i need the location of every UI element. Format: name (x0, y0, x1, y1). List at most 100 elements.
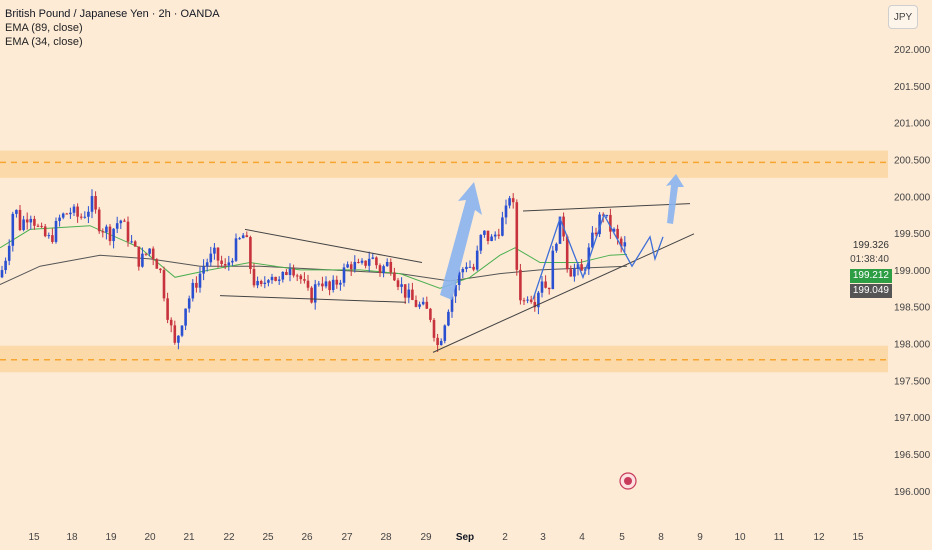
x-tick-label: 5 (619, 532, 625, 543)
ema-34-label[interactable]: EMA (34, close) (5, 36, 83, 48)
candle-body (166, 298, 169, 320)
candles-layer (0, 189, 627, 352)
bullish-arrow-2 (666, 174, 684, 224)
candle-body (367, 258, 371, 266)
candle-body (202, 266, 205, 274)
candle-body (288, 268, 292, 275)
candle-body (353, 261, 357, 270)
candle-body (418, 304, 421, 307)
candle-body (47, 235, 51, 237)
candle-body (533, 302, 537, 308)
candle-body (115, 223, 119, 229)
resistance-zone (0, 150, 888, 178)
candle-body (18, 209, 22, 231)
symbol-title[interactable]: British Pound / Japanese Yen · 2h · OAND… (5, 8, 220, 20)
candle-body (439, 340, 443, 346)
candle-body (112, 228, 115, 242)
countdown-tag: 01:38:40 (847, 253, 892, 267)
candle-body (400, 284, 403, 287)
candle-body (515, 202, 519, 270)
candle-body (623, 242, 627, 247)
candle-body (382, 266, 385, 274)
ema-89-label[interactable]: EMA (89, close) (5, 22, 83, 34)
candle-body (591, 232, 594, 248)
candle-body (7, 245, 11, 261)
candle-body (486, 230, 490, 242)
x-tick-label: Sep (456, 532, 474, 543)
candle-body (209, 253, 213, 263)
candle-body (241, 235, 245, 239)
candle-body (137, 246, 141, 267)
candle-body (105, 226, 108, 233)
candle-body (299, 275, 303, 280)
candle-body (468, 266, 472, 268)
x-tick-label: 25 (262, 532, 274, 543)
upper-wedge-line (244, 228, 423, 264)
ema-fast-price-tag: 199.212 (849, 269, 892, 283)
candle-body (357, 261, 360, 263)
candle-body (97, 209, 101, 232)
candle-body (108, 226, 112, 242)
x-tick-label: 27 (341, 532, 353, 543)
candle-body (173, 325, 177, 343)
candle-body (569, 269, 573, 277)
candle-body (303, 279, 306, 281)
candle-body (126, 221, 130, 242)
candle-body (144, 253, 148, 255)
y-tick-label: 198.000 (894, 340, 931, 351)
currency-button[interactable]: JPY (888, 5, 918, 29)
ema-layer (0, 225, 628, 289)
candle-body (547, 287, 551, 290)
candle-body (490, 236, 493, 242)
candle-body (227, 262, 231, 266)
candle-body (483, 230, 486, 235)
candle-body (454, 284, 457, 297)
candle-body (519, 269, 522, 301)
y-tick-label: 196.500 (894, 450, 931, 461)
candle-body (555, 243, 558, 251)
candle-body (346, 264, 349, 268)
x-tick-label: 26 (301, 532, 313, 543)
candle-body (375, 257, 378, 266)
x-tick-label: 29 (420, 532, 432, 543)
x-tick-label: 8 (658, 532, 664, 543)
candle-body (313, 284, 317, 303)
candle-body (551, 250, 555, 290)
candle-body (465, 266, 468, 270)
candle-body (90, 196, 94, 212)
candle-body (349, 264, 353, 270)
triangle-top-line (522, 203, 691, 212)
x-tick-label: 21 (183, 532, 195, 543)
candle-body (565, 236, 569, 270)
candle-body (76, 206, 79, 217)
bullish-arrow-1 (440, 182, 482, 300)
candle-body (270, 276, 274, 281)
x-tick-label: 10 (734, 532, 746, 543)
candle-body (421, 301, 425, 305)
x-tick-label: 22 (223, 532, 235, 543)
candle-body (407, 289, 411, 298)
candle-body (393, 272, 396, 281)
candle-body (87, 211, 90, 217)
candle-body (522, 300, 526, 302)
y-tick-label: 201.500 (894, 82, 931, 93)
candle-body (508, 198, 511, 206)
y-tick-label: 197.500 (894, 376, 931, 387)
candle-body (457, 272, 461, 285)
candle-body (159, 268, 162, 271)
candle-body (274, 276, 277, 281)
candle-body (187, 298, 191, 309)
trendlines-layer (219, 203, 695, 353)
candle-body (504, 205, 508, 218)
arrows-layer (440, 174, 684, 300)
y-tick-label: 199.500 (894, 229, 931, 240)
candle-body (493, 234, 497, 237)
candle-body (576, 264, 580, 269)
candle-body (43, 226, 47, 237)
candle-body (72, 206, 76, 213)
candle-body (612, 228, 616, 232)
candle-body (238, 238, 241, 240)
candle-body (526, 299, 529, 301)
candle-body (249, 237, 252, 269)
